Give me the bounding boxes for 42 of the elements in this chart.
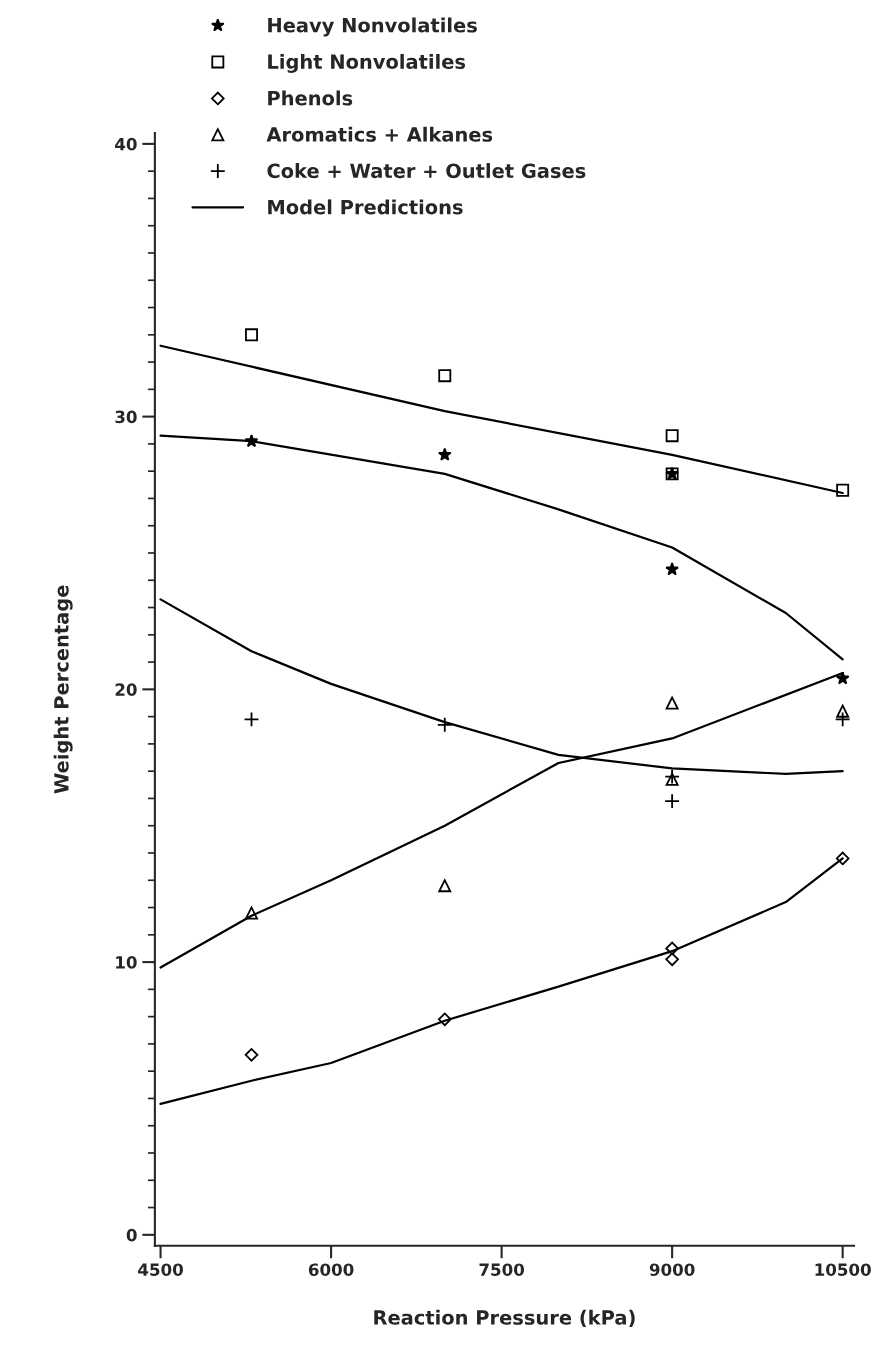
- y-tick-label: 0: [126, 1228, 137, 1242]
- y-tick-label: 10: [116, 956, 137, 969]
- point: [437, 447, 452, 461]
- point: [245, 328, 258, 342]
- line-series: [159, 434, 844, 661]
- point: [665, 952, 679, 967]
- point: [836, 704, 850, 718]
- x-tick-label: 7500: [479, 1263, 524, 1276]
- legend-label: Heavy Nonvolatiles: [268, 17, 477, 37]
- point: [835, 851, 850, 866]
- x-tick-label: 10500: [815, 1263, 871, 1276]
- point: [244, 1048, 259, 1062]
- y-axis-title: Weight Percentage: [53, 585, 73, 794]
- point: [665, 429, 679, 443]
- point: [243, 711, 260, 728]
- x-tick-label: 9000: [649, 1263, 695, 1276]
- point: [664, 793, 680, 810]
- point: [437, 1012, 452, 1027]
- point: [836, 483, 850, 497]
- point: [245, 906, 258, 920]
- point: [665, 696, 679, 710]
- legend-label: Model Predictions: [268, 199, 463, 215]
- y-tick-label: 30: [115, 410, 137, 424]
- legend-label: Coke + Water + Outlet Gases: [267, 163, 586, 179]
- y-tick-label: 40: [115, 137, 137, 151]
- point: [835, 671, 850, 685]
- point: [665, 772, 679, 786]
- point: [664, 768, 680, 785]
- point: [438, 369, 452, 383]
- point: [438, 879, 452, 893]
- point: [665, 941, 679, 956]
- x-axis-title: Reaction Pressure (kPa): [374, 1309, 635, 1328]
- legend-label: Light Nonvolatiles: [268, 53, 466, 73]
- point: [834, 711, 851, 728]
- x-tick-label: 4500: [138, 1263, 183, 1276]
- legend-label: Aromatics + Alkanes: [266, 126, 493, 142]
- y-tick-label: 20: [115, 683, 137, 696]
- point: [244, 434, 259, 448]
- legend-label: Phenols: [268, 90, 353, 106]
- point: [436, 716, 453, 733]
- point: [665, 562, 679, 576]
- x-tick-label: 6000: [308, 1263, 354, 1276]
